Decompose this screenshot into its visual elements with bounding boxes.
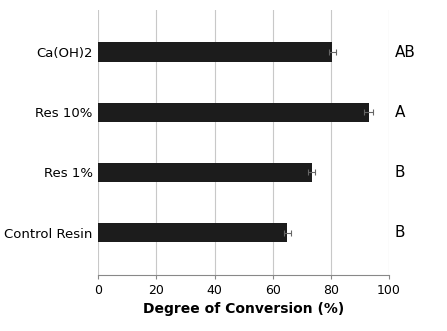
Bar <box>98 42 332 62</box>
Bar <box>98 163 312 182</box>
X-axis label: Degree of Conversion (%): Degree of Conversion (%) <box>143 302 344 316</box>
Text: B: B <box>395 225 405 240</box>
Bar <box>98 223 287 242</box>
Text: AB: AB <box>395 45 416 60</box>
Text: B: B <box>395 165 405 180</box>
Bar <box>98 103 368 122</box>
Text: A: A <box>395 105 405 120</box>
